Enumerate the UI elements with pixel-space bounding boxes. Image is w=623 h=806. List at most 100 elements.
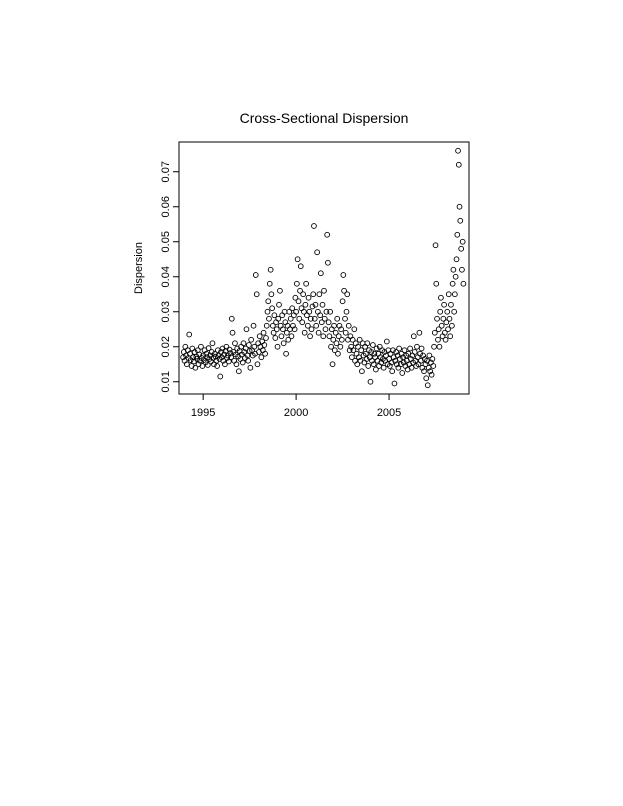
chart-title: Cross-Sectional Dispersion: [240, 110, 409, 126]
data-point: [389, 368, 396, 375]
data-point: [309, 303, 316, 310]
data-point: [434, 315, 440, 322]
data-point: [225, 358, 232, 365]
data-point: [417, 350, 423, 357]
data-point: [307, 315, 314, 322]
data-point: [319, 301, 326, 308]
data-point: [198, 343, 204, 350]
data-point: [443, 319, 450, 326]
data-point: [322, 326, 329, 333]
data-point: [208, 349, 215, 355]
data-point: [256, 333, 263, 340]
data-point: [263, 335, 269, 341]
data-point: [355, 343, 361, 350]
data-point: [232, 340, 238, 347]
data-point: [370, 361, 377, 368]
data-point: [335, 333, 342, 340]
data-point: [215, 347, 221, 354]
data-point: [442, 336, 449, 343]
data-point: [242, 345, 249, 352]
data-point: [204, 362, 211, 368]
data-point: [294, 280, 300, 287]
x-tick-label: 1995: [191, 407, 215, 419]
data-point: [457, 217, 464, 224]
data-point: [410, 333, 417, 340]
data-point: [423, 375, 430, 382]
data-point: [391, 380, 398, 387]
data-point: [373, 345, 380, 352]
data-point: [329, 361, 336, 368]
data-point: [325, 259, 331, 266]
data-point: [314, 249, 320, 256]
data-point: [283, 350, 289, 357]
data-point: [265, 298, 272, 305]
data-point: [266, 315, 272, 322]
data-point: [394, 361, 400, 368]
data-point: [350, 347, 357, 354]
data-point: [315, 329, 322, 336]
data-point: [347, 333, 354, 340]
data-point: [312, 301, 319, 308]
data-point: [300, 291, 307, 298]
data-point: [358, 347, 365, 354]
x-tick-label: 2000: [284, 407, 308, 419]
data-point: [354, 361, 361, 368]
data-point: [383, 352, 389, 359]
data-point: [327, 308, 333, 315]
data-point: [292, 294, 299, 301]
data-point: [450, 266, 457, 273]
data-point: [337, 343, 344, 350]
data-point: [420, 352, 426, 359]
data-point: [308, 326, 315, 333]
data-point: [209, 340, 216, 347]
y-tick-label: 0.01: [160, 371, 172, 392]
data-point: [435, 326, 442, 333]
data-point: [282, 319, 289, 326]
data-point: [400, 354, 406, 361]
data-point: [180, 354, 186, 361]
data-point: [438, 294, 444, 301]
data-point: [297, 287, 303, 294]
data-point: [276, 301, 282, 308]
data-point: [436, 343, 443, 350]
data-point: [240, 340, 247, 347]
data-point: [421, 368, 427, 375]
data-point: [438, 322, 445, 329]
data-point: [244, 352, 251, 359]
data-point: [205, 345, 212, 352]
data-point: [428, 371, 435, 378]
data-point: [351, 326, 358, 333]
data-point: [316, 291, 323, 298]
data-point: [304, 322, 311, 329]
data-point: [399, 370, 406, 376]
data-point: [376, 363, 382, 369]
data-point: [268, 291, 275, 298]
data-point: [199, 363, 206, 369]
data-point: [435, 336, 441, 343]
data-point: [253, 291, 260, 298]
y-tick-label: 0.03: [160, 301, 172, 322]
data-point: [222, 361, 228, 368]
data-point: [445, 291, 452, 298]
plot-frame: [178, 141, 470, 395]
data-point: [398, 350, 405, 357]
data-point: [197, 357, 203, 364]
y-axis-label: Dispersion: [133, 242, 145, 294]
data-point: [371, 350, 378, 357]
data-point: [459, 266, 465, 273]
data-point: [456, 203, 463, 210]
data-point: [452, 291, 458, 298]
data-point: [324, 231, 331, 238]
data-point: [239, 359, 246, 366]
x-axis: 1995 2000 2005: [191, 394, 401, 419]
data-point: [333, 340, 340, 347]
data-point: [317, 270, 324, 277]
data-point: [362, 350, 369, 357]
data-point: [362, 343, 368, 350]
data-point: [189, 345, 196, 352]
y-tick-label: 0.07: [160, 161, 172, 182]
data-point: [332, 329, 339, 336]
data-point: [296, 315, 303, 322]
y-tick-label: 0.05: [160, 231, 172, 252]
data-point: [455, 161, 462, 168]
